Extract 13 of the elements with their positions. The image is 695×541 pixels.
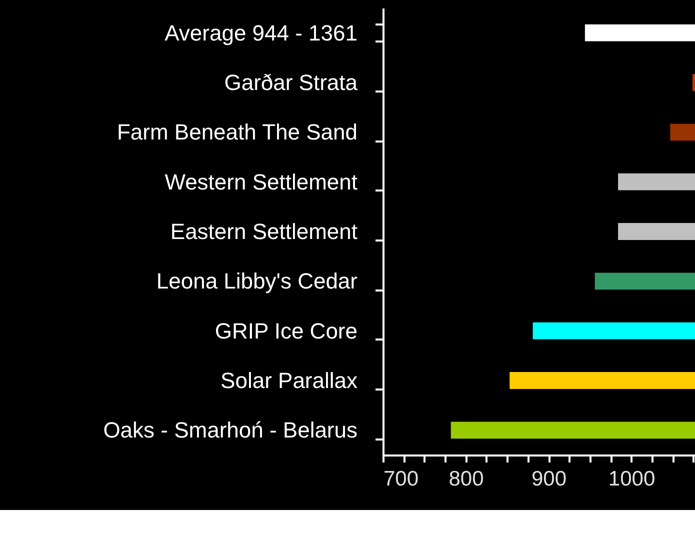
x-tick-label: 700 xyxy=(384,468,419,490)
x-tick-label: 1000 xyxy=(608,468,656,490)
y-tick-label: GRIP Ice Core xyxy=(214,318,358,344)
y-tick-label: Eastern Settlement xyxy=(170,219,358,244)
y-tick-label: Farm Beneath The Sand xyxy=(116,120,358,145)
x-tick-label: 800 xyxy=(448,468,484,490)
y-tick-label: Solar Parallax xyxy=(220,368,358,393)
y-tick-label: Leona Libby's Cedar xyxy=(156,268,358,294)
y-tick-label: Western Settlement xyxy=(164,169,358,194)
y-tick-label: Garðar Strata xyxy=(224,70,358,95)
y-tick-label: Oaks - Smarhoń - Belarus xyxy=(103,418,358,443)
x-tick-label: 900 xyxy=(531,468,567,490)
y-tick-label: Average 944 - 1361 xyxy=(164,20,358,46)
